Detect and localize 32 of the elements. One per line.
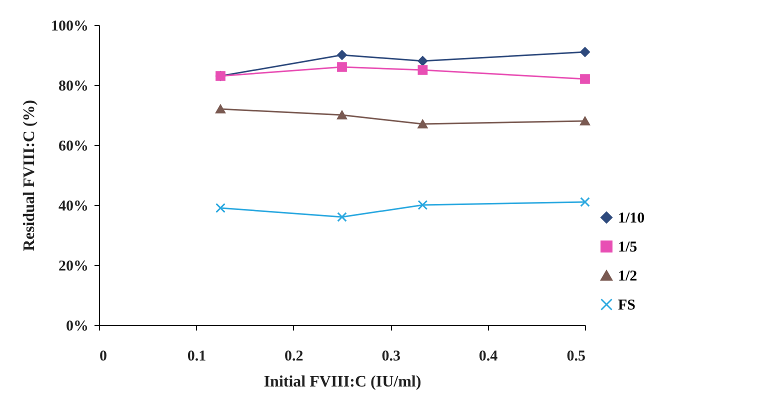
point bbox=[580, 74, 590, 84]
legend-label: 1/2 bbox=[618, 268, 638, 284]
y-tick-label: 0% bbox=[66, 318, 88, 334]
x-tick-label: 0.3 bbox=[382, 348, 400, 364]
legend-label: 1/5 bbox=[618, 240, 638, 256]
point bbox=[418, 200, 428, 210]
y-tick-label: 80% bbox=[58, 78, 88, 94]
point bbox=[216, 104, 226, 114]
x-tick-label: 0.5 bbox=[566, 348, 586, 364]
y-tick-label: 40% bbox=[58, 198, 88, 214]
point bbox=[580, 116, 590, 126]
point bbox=[580, 197, 590, 207]
point bbox=[418, 120, 428, 128]
point bbox=[337, 62, 347, 72]
point bbox=[337, 110, 347, 120]
point bbox=[580, 47, 590, 57]
x-axis-title: Initial FVIII:C (IU/ml) bbox=[264, 374, 422, 390]
point bbox=[337, 50, 347, 60]
x-tick-label: 0.1 bbox=[187, 348, 206, 364]
point bbox=[337, 212, 347, 222]
x-tick-label: 0.2 bbox=[284, 348, 304, 364]
legend-label: 1/10 bbox=[618, 210, 645, 226]
y-axis-title: Residual FVIII:C (%) bbox=[21, 100, 38, 252]
point bbox=[418, 65, 428, 75]
legend-label: FS bbox=[618, 298, 636, 314]
y-tick-label: 100% bbox=[51, 18, 88, 34]
x-tick-label: 0.4 bbox=[478, 348, 498, 364]
y-tick-label: 20% bbox=[58, 258, 88, 274]
y-tick-label: 60% bbox=[58, 138, 88, 154]
point bbox=[418, 56, 428, 66]
point bbox=[216, 203, 226, 213]
x-tick-label: 0 bbox=[100, 348, 107, 364]
